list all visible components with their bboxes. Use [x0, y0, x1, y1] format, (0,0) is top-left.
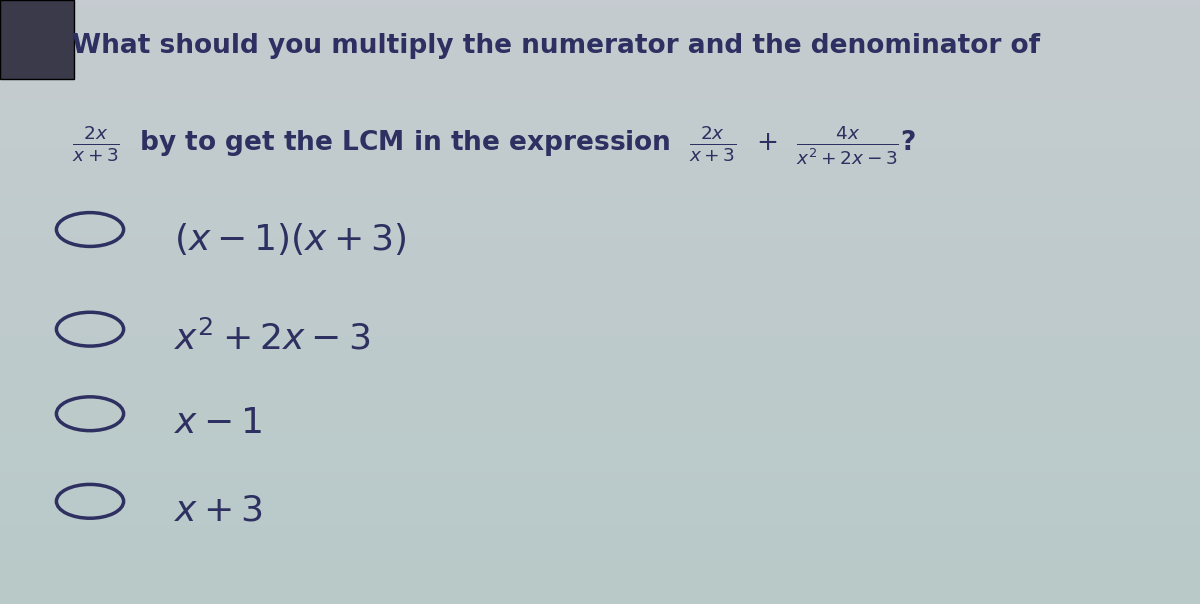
FancyBboxPatch shape — [0, 0, 74, 79]
Text: $x^2+2x-3$: $x^2+2x-3$ — [174, 320, 371, 356]
Text: $x+3$: $x+3$ — [174, 493, 263, 527]
Text: $x-1$: $x-1$ — [174, 406, 263, 440]
Text: $(x-1)(x+3)$: $(x-1)(x+3)$ — [174, 220, 407, 257]
Text: $\mathit{\frac{2x}{x+3}}$  by to get the LCM in the expression  $\mathit{\frac{2: $\mathit{\frac{2x}{x+3}}$ by to get the … — [72, 124, 916, 167]
Text: What should you multiply the numerator and the denominator of: What should you multiply the numerator a… — [72, 33, 1040, 59]
